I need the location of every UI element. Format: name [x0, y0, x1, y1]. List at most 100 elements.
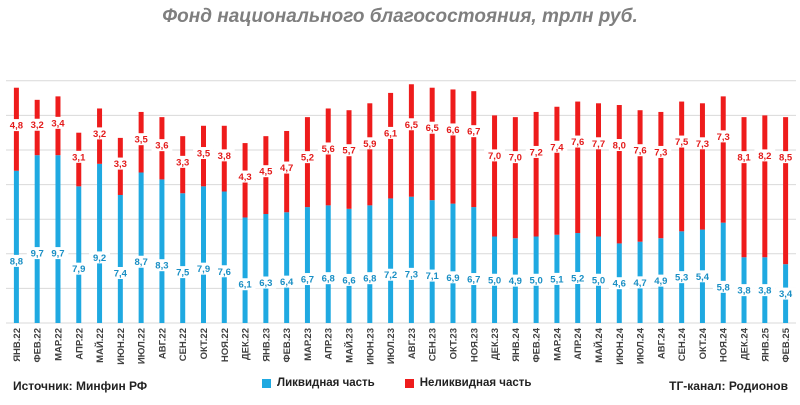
bar-illiquid [408, 84, 414, 197]
x-tick-label: ИЮЛ.24 [636, 327, 647, 364]
value-label-illiquid-bg [338, 144, 360, 157]
value-label-illiquid: 5,6 [322, 144, 335, 155]
value-label-liquid-bg [276, 275, 298, 288]
bar-liquid [720, 222, 726, 323]
value-label-illiquid: 7,0 [509, 153, 522, 164]
x-tick-label: ИЮН.22 [116, 328, 127, 365]
value-label-liquid-bg [608, 277, 630, 290]
bar-liquid [408, 196, 414, 323]
legend-swatch-liquid [262, 378, 271, 388]
value-label-illiquid: 3,8 [218, 151, 231, 162]
x-tick-label: АПР.22 [74, 328, 85, 360]
bar-liquid [325, 205, 331, 323]
value-label-illiquid: 3,2 [31, 120, 44, 131]
x-tick-label: МАР.22 [53, 328, 64, 361]
value-label-illiquid-bg [317, 142, 339, 155]
value-label-illiquid: 6,5 [405, 120, 419, 131]
value-label-illiquid: 4,5 [259, 167, 273, 178]
value-label-liquid-bg [671, 271, 693, 284]
value-label-illiquid: 5,7 [342, 146, 355, 157]
value-label-illiquid-bg [484, 149, 505, 162]
value-label-illiquid: 3,3 [176, 157, 189, 168]
value-label-liquid: 8,3 [155, 261, 168, 272]
value-label-illiquid: 7,0 [488, 151, 501, 162]
value-label-illiquid: 7,6 [571, 137, 584, 148]
value-label-liquid-bg [130, 255, 152, 268]
value-label-liquid: 6,1 [238, 280, 252, 291]
bar-illiquid [783, 117, 789, 265]
value-label-illiquid: 7,5 [675, 137, 689, 148]
x-tick-label: НОЯ.24 [719, 327, 730, 362]
value-label-illiquid-bg [47, 116, 69, 129]
bar-liquid [76, 186, 82, 323]
value-label-liquid: 6,3 [259, 278, 272, 289]
bar-illiquid [346, 110, 352, 209]
bar-liquid [97, 163, 103, 323]
value-label-liquid: 7,9 [197, 264, 210, 275]
bar-liquid [388, 198, 394, 323]
value-label-illiquid-bg [276, 161, 298, 174]
value-label-illiquid-bg [692, 137, 713, 150]
x-tick-label: АВГ.23 [407, 328, 418, 359]
x-tick-label: ОКТ.23 [448, 328, 459, 359]
x-tick-label: ФЕВ.22 [33, 328, 44, 363]
x-tick-label: МАЙ.23 [344, 328, 356, 363]
value-label-illiquid-bg [26, 118, 48, 131]
x-tick-label: ФЕВ.25 [781, 327, 792, 362]
value-label-liquid-bg [151, 259, 173, 272]
bar-illiquid [429, 87, 435, 201]
value-label-liquid-bg [68, 262, 90, 275]
bar-illiquid [450, 89, 456, 204]
x-tick-label: ЯНВ.22 [12, 328, 23, 362]
x-tick-label: ФЕВ.24 [532, 327, 543, 362]
x-tick-label: СЕН.22 [178, 328, 189, 361]
x-tick-label: ИЮН.24 [615, 327, 626, 364]
value-label-liquid-bg [650, 274, 672, 287]
value-labels: 8,8 4,8 9,7 3,2 9,7 3,4 7,9 3,1 9,2 3,2 7,4 3,3 8,7 3… [5, 116, 797, 300]
value-label-illiquid-bg [442, 123, 464, 136]
bar-illiquid [658, 111, 664, 239]
bar-illiquid [367, 103, 373, 206]
value-label-liquid: 7,9 [72, 264, 85, 275]
bar-liquid [180, 193, 186, 323]
x-tick-label: МАЙ.24 [593, 327, 605, 363]
bar-illiquid [471, 91, 477, 208]
bar-liquid [221, 191, 227, 323]
value-label-illiquid: 4,7 [280, 163, 293, 174]
value-label-illiquid-bg [504, 151, 526, 164]
bar-illiquid [741, 117, 747, 258]
value-label-illiquid: 3,1 [72, 152, 86, 163]
value-label-liquid-bg [421, 269, 443, 282]
source-note: Источник: Минфин РФ [13, 379, 148, 393]
value-label-illiquid: 7,3 [717, 132, 730, 143]
legend-label-liquid: Ликвидная часть [277, 377, 375, 389]
x-tick-label: НОЯ.23 [469, 328, 480, 362]
value-label-illiquid-bg [359, 137, 381, 150]
value-label-liquid: 5,1 [550, 274, 564, 285]
value-label-liquid: 7,4 [114, 268, 128, 279]
value-label-liquid: 5,8 [717, 282, 730, 293]
value-label-illiquid: 7,3 [654, 147, 667, 158]
value-label-liquid: 7,6 [218, 267, 231, 278]
value-label-liquid-bg [47, 247, 69, 260]
value-label-liquid-bg [193, 262, 214, 275]
value-label-illiquid-bg [567, 135, 589, 148]
value-label-illiquid-bg [89, 127, 110, 140]
value-label-liquid: 4,6 [613, 279, 626, 290]
value-label-liquid-bg [5, 254, 27, 267]
value-label-illiquid-bg [588, 137, 609, 150]
value-label-liquid-bg [525, 273, 547, 286]
value-label-liquid: 4,9 [654, 276, 667, 287]
value-label-liquid-bg [754, 284, 776, 297]
bar-liquid [117, 194, 123, 323]
value-label-liquid-bg [89, 251, 110, 264]
value-label-illiquid-bg [629, 144, 651, 157]
bar-illiquid [720, 96, 726, 223]
value-label-illiquid: 6,5 [426, 123, 440, 134]
value-label-illiquid-bg [68, 150, 90, 163]
value-label-illiquid-bg [130, 133, 152, 146]
gridlines [6, 80, 796, 324]
value-label-liquid: 7,5 [176, 268, 190, 279]
value-label-liquid: 6,7 [467, 275, 480, 286]
